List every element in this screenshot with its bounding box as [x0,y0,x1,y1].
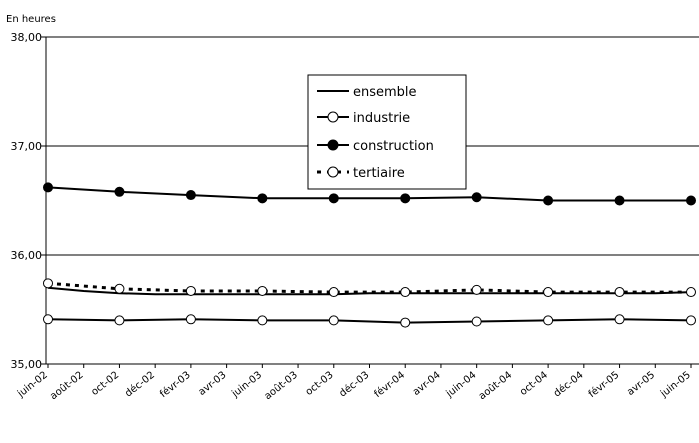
x-tick-label: août-03 [262,369,300,402]
data-point-industrie [114,315,125,326]
data-point-industrie [543,315,554,326]
series-line-ensemble [47,286,692,296]
x-tick-label: avr-05 [625,370,657,398]
x-tick-label: août-04 [476,369,514,402]
x-tick-label: juin-03 [229,370,264,401]
x-tick-label: déc-03 [337,369,371,400]
data-point-tertiaire [185,285,196,296]
x-tick-label: oct-03 [304,370,336,398]
y-tick-label: 38,00 [11,31,43,44]
legend-construction-label: construction [353,139,434,154]
x-tick-label: oct-04 [518,370,550,398]
series-line-tertiaire [47,281,691,294]
y-tick-labels: 35,00 36,00 37,00 38,00 [11,31,43,371]
data-point-industrie [686,315,696,326]
data-point-tertiaire [114,283,125,294]
x-tick-label: août-02 [48,369,86,402]
legend-tertiaire-marker [327,166,339,178]
data-point-tertiaire [471,284,482,295]
series-line-construction [47,186,691,202]
data-point-construction [614,195,625,206]
data-point-industrie [257,315,268,326]
data-point-industrie [328,315,339,326]
series-industrie [43,314,696,328]
data-point-construction [257,193,268,204]
legend-tertiaire-label: tertiaire [353,166,405,181]
y-tick-label: 36,00 [11,249,43,262]
x-tick-label: avr-03 [197,370,229,398]
data-point-construction [43,182,53,193]
x-tick-label: févr-04 [372,369,407,400]
x-tick-label: juin-05 [658,370,693,401]
x-tick-label: oct-02 [89,370,121,398]
series-tertiaire [43,278,696,298]
data-point-construction [471,192,482,203]
data-point-industrie [614,314,625,325]
y-tick-label: 35,00 [11,358,43,371]
series-group [43,182,696,328]
data-point-construction [400,193,411,204]
legend-construction-marker [327,139,339,151]
y-tick-label: 37,00 [11,140,43,153]
data-point-tertiaire [543,287,554,298]
data-point-industrie [400,317,411,328]
legend-ensemble-label: ensemble [353,85,417,100]
data-point-construction [686,195,696,206]
x-tick-label: avr-04 [411,370,443,398]
data-point-construction [543,195,554,206]
data-point-tertiaire [614,287,625,298]
data-point-industrie [471,316,482,327]
axes [41,36,699,368]
legend-industrie-label: industrie [353,111,410,126]
series-line-industrie [47,318,692,324]
x-tick-label: déc-04 [551,369,585,400]
unit-label: En heures [6,14,56,25]
data-point-tertiaire [43,278,53,289]
x-tick-label: juin-02 [15,370,50,401]
x-tick-label: févr-05 [586,369,621,400]
x-tick-label: juin-04 [444,370,479,401]
legend-industrie-marker [327,111,339,123]
legend: ensemble industrie construction tertiair… [307,74,467,190]
data-point-tertiaire [328,287,339,298]
data-point-construction [114,186,125,197]
data-point-tertiaire [400,287,411,298]
data-point-industrie [185,314,196,325]
series-ensemble [47,286,692,296]
x-tick-label: févr-03 [157,369,192,400]
data-point-tertiaire [257,285,268,296]
data-point-industrie [43,314,53,325]
data-point-tertiaire [686,287,696,298]
series-construction [43,182,696,206]
data-point-construction [328,193,339,204]
x-tick-label: déc-02 [123,369,157,400]
data-point-construction [185,190,196,201]
